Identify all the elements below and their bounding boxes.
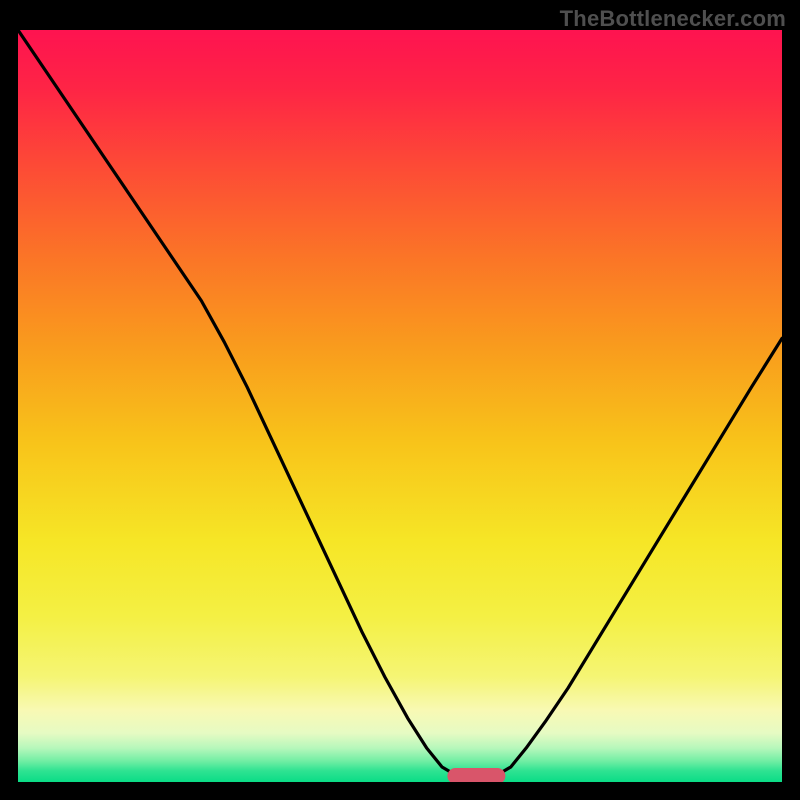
watermark-text: TheBottlenecker.com bbox=[560, 6, 786, 32]
chart-stage: TheBottlenecker.com bbox=[0, 0, 800, 800]
optimum-marker bbox=[447, 768, 505, 782]
plot-svg bbox=[18, 30, 782, 782]
plot-area bbox=[18, 30, 782, 782]
gradient-background bbox=[18, 30, 782, 782]
